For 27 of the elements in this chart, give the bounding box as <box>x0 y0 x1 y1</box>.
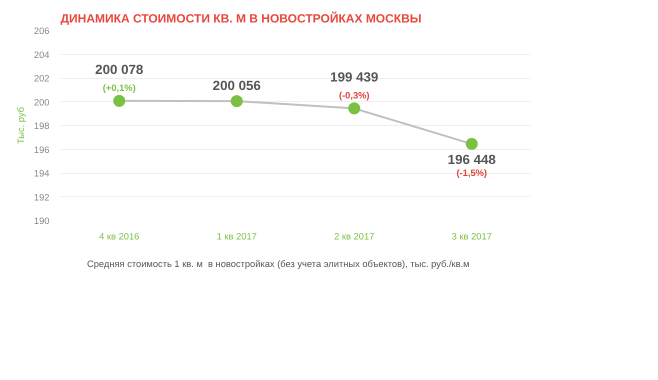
x-tick-label: 4 кв 2016 <box>99 232 140 242</box>
y-tick-label: 200 <box>34 97 50 108</box>
y-tick-label: 196 <box>34 144 50 155</box>
y-tick-label: 190 <box>34 216 50 226</box>
point <box>230 95 243 108</box>
y-tick-label: 202 <box>34 74 50 84</box>
chart-title: ДИНАМИКА СТОИМОСТИ КВ. М В НОВОСТРОЙКАХ МОСКВЫ <box>60 12 422 26</box>
annotation: 199 439 <box>330 69 378 84</box>
x-tick-label: 1 кв 2017 <box>216 232 257 242</box>
y-tick-label: 192 <box>34 192 50 202</box>
y-tick-label: 194 <box>34 168 50 178</box>
x-tick-label: 2 кв 2017 <box>334 232 374 242</box>
annotation: (-1,5%) <box>456 168 488 178</box>
annotation: (-0,3%) <box>338 90 370 100</box>
annotation: 196 448 <box>448 152 496 167</box>
annotation: 200 078 <box>95 62 144 77</box>
text: Средняя стоимость 1 кв. м в новостройках (без учета элитных объектов), тыс. руб./кв.м <box>87 259 470 269</box>
y-tick-label: 198 <box>34 121 50 131</box>
point <box>113 94 126 107</box>
annotation: 200 056 <box>212 78 261 94</box>
point <box>466 138 478 150</box>
y-tick-label: 206 <box>34 26 50 36</box>
x-tick-label: 3 кв 2017 <box>452 232 492 242</box>
y-axis-title: Тыс. руб <box>16 106 26 144</box>
y-tick-label: 204 <box>34 50 50 60</box>
annotation: (+0,1%) <box>102 82 136 93</box>
point <box>348 102 360 114</box>
